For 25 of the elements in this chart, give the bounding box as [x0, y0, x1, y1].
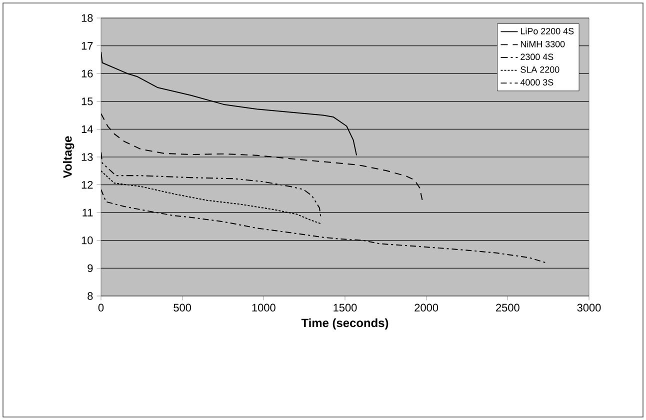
- x-tick-label: 0: [98, 304, 104, 312]
- x-tick-label: 2000: [414, 304, 438, 312]
- x-tick-label: 3000: [577, 304, 601, 312]
- x-axis-title: Time (seconds): [301, 318, 388, 330]
- y-tick-label: 12: [82, 180, 93, 189]
- legend-label: 4000 3S: [520, 79, 554, 86]
- legend-label: LiPo 2200 4S: [520, 28, 574, 34]
- x-tick-label: 1500: [334, 304, 357, 312]
- y-tick-label: 18: [82, 14, 93, 22]
- legend-label: SLA 2200: [520, 66, 560, 73]
- y-tick-label: 9: [88, 264, 93, 272]
- x-tick-label: 500: [174, 304, 192, 312]
- y-tick-label: 17: [82, 42, 93, 50]
- legend-label: NiMH 3300: [520, 40, 565, 48]
- y-tick-label: 11: [82, 208, 93, 216]
- y-tick-label: 16: [82, 70, 93, 78]
- x-tick-label: 2500: [496, 304, 520, 312]
- x-tick-label: 1000: [252, 304, 276, 312]
- y-tick-label: 8: [88, 292, 93, 300]
- y-tick-label: 13: [82, 153, 93, 161]
- y-axis-title: Voltage: [63, 136, 74, 178]
- y-tick-label: 15: [82, 98, 93, 106]
- y-tick-label: 10: [82, 236, 93, 244]
- y-tick-label: 14: [82, 125, 93, 133]
- legend-label: 2300 4S: [520, 54, 554, 60]
